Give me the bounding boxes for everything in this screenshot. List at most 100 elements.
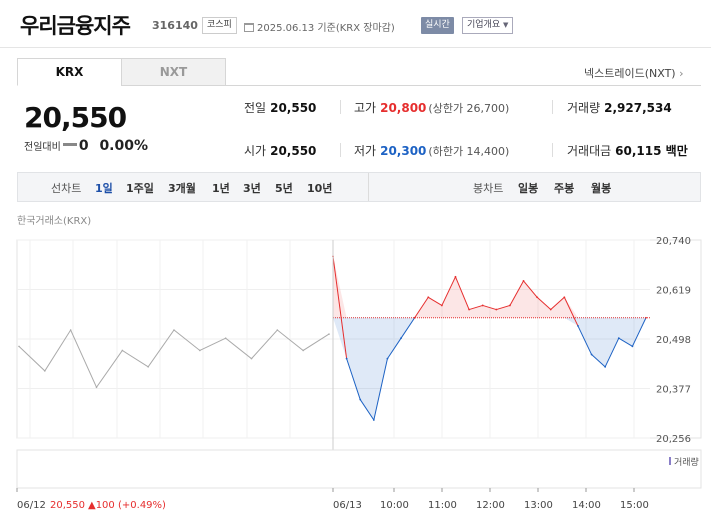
stat-open: 시가 20,550 bbox=[244, 142, 316, 159]
today-point bbox=[617, 337, 620, 340]
stat-amount-label: 거래대금 bbox=[567, 144, 612, 158]
company-info-label: 기업개요 bbox=[467, 20, 501, 30]
period-bar: 선차트 1일 1주일 3개월 1년 3년 5년 10년 봉차트 일봉 주봉 월봉 bbox=[17, 172, 701, 202]
y-tick-label: 20,256 bbox=[656, 434, 691, 445]
y-tick-label: 20,498 bbox=[656, 335, 691, 346]
series-today-segment bbox=[428, 296, 443, 306]
prev-day-point bbox=[328, 333, 330, 335]
today-point bbox=[536, 296, 539, 299]
tab-krx[interactable]: KRX bbox=[17, 58, 122, 86]
candle-monthly[interactable]: 월봉 bbox=[591, 182, 612, 195]
series-today-segment bbox=[618, 337, 633, 347]
y-tick-label: 20,619 bbox=[656, 286, 691, 297]
series-today-segment bbox=[536, 296, 552, 310]
today-point bbox=[645, 316, 647, 319]
prev-day-point bbox=[250, 357, 253, 360]
volume-frame bbox=[16, 449, 702, 489]
price-change: 전일대비 0 0.00% bbox=[24, 138, 148, 154]
prev-close-value: 20,550 bbox=[50, 500, 85, 511]
series-today-segment bbox=[523, 280, 538, 298]
stat-prev-label: 전일 bbox=[244, 101, 267, 115]
series-today-segment bbox=[359, 399, 375, 421]
prev-day-point bbox=[44, 370, 46, 372]
prev-day-point bbox=[302, 349, 304, 352]
period-10y[interactable]: 10년 bbox=[307, 182, 333, 195]
date-basis-text: 2025.06.13 기준(KRX 장마감) bbox=[257, 23, 395, 34]
series-today-segment bbox=[482, 304, 497, 311]
stat-amount: 거래대금 60,115 백만 bbox=[567, 142, 688, 159]
prev-day-point bbox=[276, 329, 279, 331]
series-today-segment bbox=[577, 325, 593, 355]
prev-day-point bbox=[199, 349, 201, 352]
calendar-icon bbox=[244, 23, 254, 32]
stat-high-value: 20,800 bbox=[380, 101, 427, 115]
period-1w[interactable]: 1주일 bbox=[126, 182, 154, 195]
series-today-segment bbox=[414, 296, 429, 319]
series-today-segment bbox=[604, 337, 620, 368]
change-label: 전일대비 bbox=[24, 142, 61, 153]
series-today-segment bbox=[591, 354, 606, 368]
nxt-link[interactable]: 넥스트레이드(NXT) › bbox=[584, 65, 684, 81]
stat-low-value: 20,300 bbox=[380, 144, 427, 158]
period-5y[interactable]: 5년 bbox=[275, 182, 293, 195]
series-today-segment bbox=[496, 304, 511, 311]
current-price: 20,550 bbox=[24, 101, 127, 134]
today-point bbox=[563, 296, 566, 299]
candle-daily[interactable]: 일봉 bbox=[518, 182, 539, 195]
series-today-segment bbox=[346, 358, 361, 400]
y-tick-label: 20,740 bbox=[656, 236, 691, 247]
series-today-segment bbox=[332, 256, 348, 359]
stat-prev: 전일 20,550 bbox=[244, 99, 316, 116]
stock-code: 316140 bbox=[152, 19, 198, 32]
stat-volume-value: 2,927,534 bbox=[604, 101, 672, 115]
series-today-segment bbox=[631, 317, 647, 347]
prev-day-point bbox=[69, 329, 72, 331]
stat-divider bbox=[340, 143, 341, 157]
today-point bbox=[359, 398, 362, 401]
stat-volume-label: 거래량 bbox=[567, 101, 601, 115]
stat-low-label: 저가 bbox=[354, 144, 377, 158]
today-point bbox=[386, 357, 389, 360]
stat-volume: 거래량 2,927,534 bbox=[567, 99, 672, 116]
stat-lower-limit: (하한가 14,400) bbox=[428, 145, 510, 158]
company-info-dropdown[interactable]: 기업개요 ▼ bbox=[462, 17, 514, 34]
line-chart-label: 선차트 bbox=[51, 182, 82, 195]
candle-weekly[interactable]: 주봉 bbox=[554, 182, 575, 195]
period-1y[interactable]: 1년 bbox=[212, 182, 230, 195]
today-point bbox=[590, 353, 593, 356]
chevron-down-icon: ▼ bbox=[503, 21, 509, 29]
x-tick-label: 13:00 bbox=[524, 500, 553, 511]
stat-high-label: 고가 bbox=[354, 101, 377, 115]
today-point bbox=[468, 308, 470, 311]
series-today-segment bbox=[387, 337, 402, 359]
prev-change-value: ▲100 bbox=[88, 500, 115, 511]
period-1d[interactable]: 1일 bbox=[95, 182, 113, 195]
candle-chart-label: 봉차트 bbox=[473, 182, 504, 195]
change-value: 0 bbox=[78, 138, 89, 154]
area-down-fill bbox=[333, 317, 646, 420]
stat-high: 고가 20,800 (상한가 26,700) bbox=[354, 99, 509, 116]
stat-prev-value: 20,550 bbox=[270, 101, 317, 115]
series-today-segment bbox=[455, 276, 470, 310]
today-point bbox=[577, 325, 579, 327]
period-3y[interactable]: 3년 bbox=[243, 182, 261, 195]
tab-nxt[interactable]: NXT bbox=[121, 58, 226, 86]
exchange-label: 한국거래소(KRX) bbox=[17, 216, 92, 227]
stock-header: 우리금융지주 316140 코스피 2025.06.13 기준(KRX 장마감)… bbox=[0, 0, 711, 48]
stat-divider bbox=[552, 143, 553, 157]
date-basis: 2025.06.13 기준(KRX 장마감) bbox=[244, 19, 395, 34]
series-today-segment bbox=[400, 317, 416, 339]
today-point bbox=[604, 365, 607, 368]
series-today-segment bbox=[441, 276, 456, 306]
market-badge: 코스피 bbox=[202, 17, 237, 34]
prev-day-point bbox=[121, 349, 124, 352]
period-3m[interactable]: 3개월 bbox=[168, 182, 196, 195]
x-tick-label: 10:00 bbox=[380, 500, 409, 511]
x-tick-label: 15:00 bbox=[620, 500, 649, 511]
realtime-button[interactable]: 실시간 bbox=[421, 17, 454, 34]
nxt-link-label: 넥스트레이드(NXT) bbox=[584, 67, 676, 80]
series-today-segment bbox=[373, 358, 388, 421]
x-tick-label: 06/13 bbox=[333, 500, 362, 511]
stat-divider bbox=[552, 100, 553, 114]
